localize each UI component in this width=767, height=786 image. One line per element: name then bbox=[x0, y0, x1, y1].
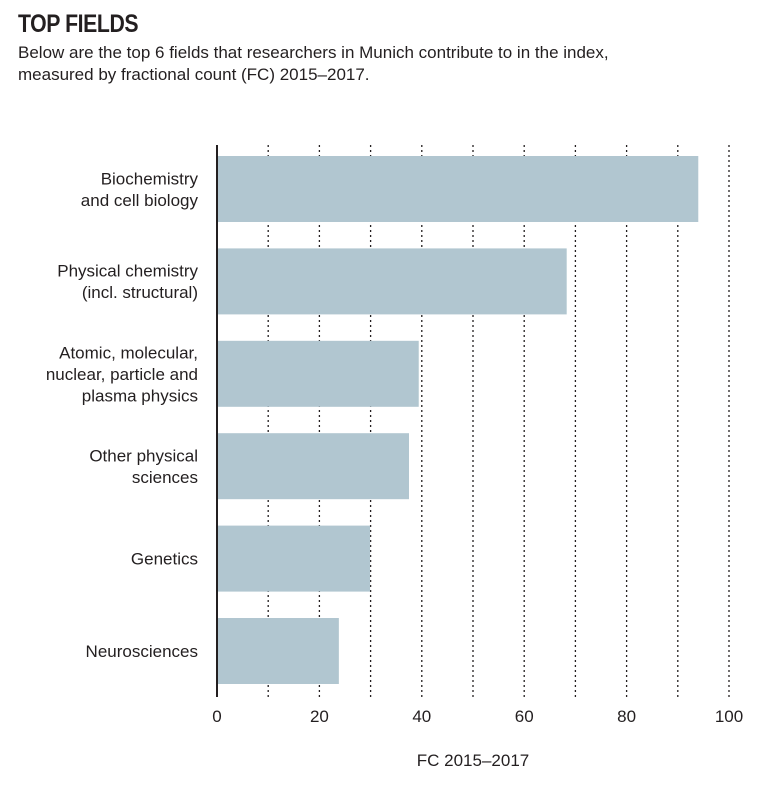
bar bbox=[217, 433, 409, 500]
category-label: (incl. structural) bbox=[82, 283, 198, 302]
category-label: nuclear, particle and bbox=[46, 365, 198, 384]
subtitle-line: Below are the top 6 fields that research… bbox=[18, 43, 609, 62]
x-tick-label: 0 bbox=[212, 707, 221, 726]
category-label: Physical chemistry bbox=[57, 262, 198, 281]
category-label: Neurosciences bbox=[86, 642, 198, 661]
x-tick-label: 20 bbox=[310, 707, 329, 726]
x-tick-label: 40 bbox=[412, 707, 431, 726]
chart-subtitle: Below are the top 6 fields that research… bbox=[18, 42, 758, 86]
category-label: Genetics bbox=[131, 550, 198, 569]
category-label: sciences bbox=[132, 468, 198, 487]
category-label: plasma physics bbox=[82, 386, 198, 405]
x-tick-label: 100 bbox=[715, 707, 743, 726]
x-tick-label: 60 bbox=[515, 707, 534, 726]
category-label: and cell biology bbox=[81, 191, 199, 210]
category-label: Other physical bbox=[89, 446, 198, 465]
bar bbox=[217, 618, 339, 684]
x-tick-label: 80 bbox=[617, 707, 636, 726]
x-axis-label: FC 2015–2017 bbox=[417, 751, 529, 770]
subtitle-line: measured by fractional count (FC) 2015–2… bbox=[18, 65, 370, 84]
bar bbox=[217, 340, 419, 407]
bar bbox=[217, 525, 371, 592]
category-label: Atomic, molecular, bbox=[59, 343, 198, 362]
bar bbox=[217, 156, 699, 222]
bar bbox=[217, 248, 567, 315]
chart-title: TOP FIELDS bbox=[18, 10, 139, 38]
category-label: Biochemistry bbox=[101, 169, 199, 188]
